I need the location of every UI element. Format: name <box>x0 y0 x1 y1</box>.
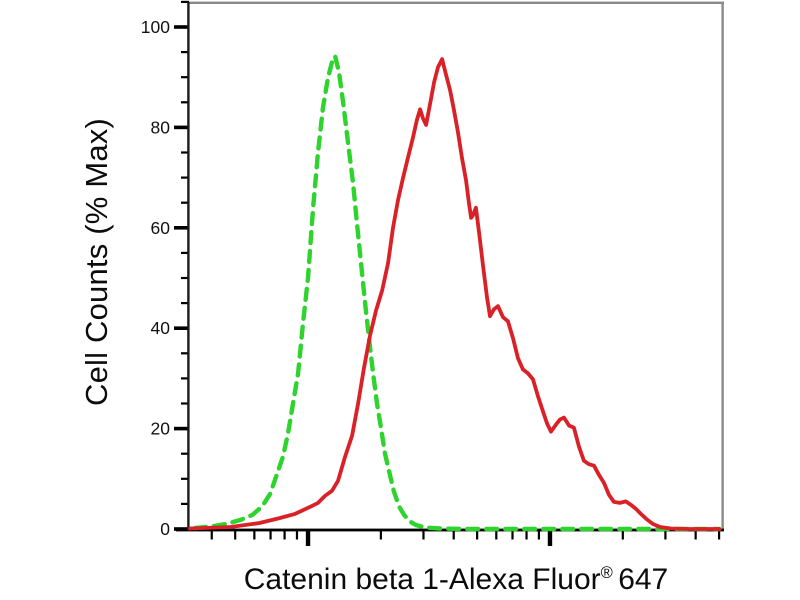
y-axis-major-tick <box>174 426 189 431</box>
registered-trademark-icon: ® <box>600 564 613 582</box>
y-axis-minor-tick <box>181 502 189 505</box>
x-axis-major-tick <box>547 531 553 546</box>
y-tick-label: 100 <box>141 17 170 37</box>
x-axis-minor-tick <box>210 531 213 540</box>
x-axis-minor-tick <box>283 531 286 540</box>
x-axis-minor-tick <box>379 531 382 540</box>
sample-curve <box>188 57 722 531</box>
y-tick-label: 80 <box>151 117 171 137</box>
y-tick-label: 60 <box>151 218 171 238</box>
y-axis-minor-tick <box>181 352 189 355</box>
x-axis-minor-tick <box>476 531 479 540</box>
y-axis-minor-tick <box>181 276 189 280</box>
y-axis-major-tick <box>174 125 189 130</box>
y-axis-minor-tick <box>181 51 189 54</box>
y-axis-minor-tick <box>181 176 189 179</box>
x-axis-label-main: Catenin beta 1-Alexa Fluor <box>243 563 601 596</box>
y-axis-minor-tick <box>181 302 189 305</box>
y-tick-label: 0 <box>160 519 170 539</box>
x-axis-minor-tick <box>525 531 528 540</box>
y-axis-major-tick <box>174 226 189 230</box>
y-axis-major-tick <box>174 25 189 29</box>
x-axis-minor-tick <box>717 531 721 540</box>
y-axis-major-tick <box>174 326 189 330</box>
y-axis-minor-tick <box>181 151 189 154</box>
x-axis-minor-tick <box>537 531 541 540</box>
y-tick-label: 20 <box>151 419 171 439</box>
y-tick-label: 40 <box>151 318 171 338</box>
y-axis-minor-tick <box>181 477 189 480</box>
y-axis-label: Cell Counts (% Max) <box>79 117 114 407</box>
plot-frame-right <box>721 1 724 531</box>
x-axis-label-suffix: 647 <box>618 563 669 596</box>
y-axis-minor-tick <box>181 452 189 455</box>
control-curve <box>192 53 722 532</box>
y-axis-minor-tick <box>181 377 189 380</box>
y-axis-minor-tick <box>181 201 189 204</box>
y-axis-minor-tick <box>181 251 189 254</box>
y-axis-minor-tick <box>181 101 189 104</box>
y-axis-line <box>187 2 190 531</box>
y-axis-minor-tick <box>181 0 189 4</box>
plot-frame-top <box>188 1 724 5</box>
x-axis-minor-tick <box>621 531 624 540</box>
x-axis-minor-tick <box>452 531 455 540</box>
x-axis-minor-tick <box>694 531 697 540</box>
x-axis-minor-tick <box>234 531 237 540</box>
x-axis-minor-tick <box>511 531 514 540</box>
x-axis-major-tick <box>305 531 311 546</box>
y-axis-minor-tick <box>181 402 189 405</box>
x-axis-minor-tick <box>422 531 425 540</box>
x-axis-minor-tick <box>495 531 498 540</box>
x-axis-minor-tick <box>295 531 299 540</box>
x-axis-label: Catenin beta 1-Alexa Fluor® 647 <box>244 563 669 597</box>
x-axis-minor-tick <box>269 531 272 540</box>
x-axis-minor-tick <box>253 531 256 540</box>
y-axis-minor-tick <box>181 76 189 79</box>
x-axis-minor-tick <box>664 531 667 540</box>
